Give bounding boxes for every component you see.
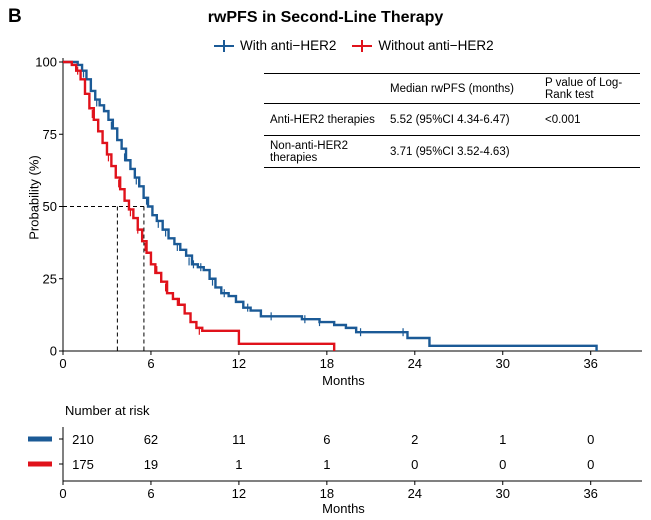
legend-item-without: Without anti−HER2: [352, 38, 494, 53]
y-tick-label: 100: [35, 55, 57, 70]
risk-x-axis-label: Months: [322, 501, 365, 516]
risk-table-title: Number at risk: [65, 403, 150, 418]
risk-count: 1: [323, 457, 330, 472]
legend-key-with: [214, 39, 234, 52]
risk-count: 1: [499, 432, 506, 447]
x-tick-label: 30: [496, 356, 510, 371]
stats-header-p: P value of Log-Rank test: [545, 76, 623, 101]
y-tick-label: 0: [50, 344, 57, 359]
risk-x-tick-label: 36: [583, 486, 597, 501]
stats-median: 3.71 (95%CI 3.52-4.63): [390, 145, 510, 158]
stats-row-anti-her2: Anti-HER2 therapies 5.52 (95%CI 4.34-6.4…: [264, 104, 640, 136]
y-tick-label: 25: [43, 271, 57, 286]
risk-count: 0: [411, 457, 418, 472]
risk-count: 1: [235, 457, 242, 472]
risk-x-tick-label: 0: [59, 486, 66, 501]
risk-x-tick-label: 18: [320, 486, 334, 501]
risk-count: 19: [144, 457, 158, 472]
x-tick-label: 36: [583, 356, 597, 371]
x-tick-label: 12: [232, 356, 246, 371]
risk-x-tick-label: 12: [232, 486, 246, 501]
legend-label-with: With anti−HER2: [240, 38, 337, 53]
stats-header-median: Median rwPFS (months): [390, 82, 514, 95]
risk-x-tick-label: 24: [408, 486, 422, 501]
panel-letter: B: [8, 6, 22, 27]
stats-header-row: Median rwPFS (months) P value of Log-Ran…: [264, 73, 640, 104]
y-tick-label: 50: [43, 199, 57, 214]
x-tick-label: 6: [147, 356, 154, 371]
risk-x-tick-label: 30: [496, 486, 510, 501]
risk-count: 0: [499, 457, 506, 472]
legend-key-without: [352, 39, 373, 52]
risk-count: 11: [232, 432, 246, 447]
stats-label: Non-anti-HER2 therapies: [270, 139, 348, 164]
y-tick-label: 75: [43, 127, 57, 142]
stats-label: Anti-HER2 therapies: [270, 113, 375, 126]
stats-p-value: <0.001: [545, 113, 581, 126]
median-stats-table: Median rwPFS (months) P value of Log-Ran…: [264, 73, 640, 168]
stats-median: 5.52 (95%CI 4.34-6.47): [390, 113, 510, 126]
risk-count: 210: [72, 432, 94, 447]
x-tick-label: 18: [320, 356, 334, 371]
risk-x-tick-label: 6: [147, 486, 154, 501]
chart-title: rwPFS in Second-Line Therapy: [207, 9, 444, 26]
risk-count: 0: [587, 457, 594, 472]
risk-count: 2: [411, 432, 418, 447]
risk-count: 62: [144, 432, 158, 447]
x-tick-label: 0: [59, 356, 66, 371]
risk-count: 175: [72, 457, 94, 472]
km-curve-without: [63, 60, 336, 351]
stats-row-non-anti-her2: Non-anti-HER2 therapies 3.71 (95%CI 3.52…: [264, 136, 640, 168]
x-axis-label: Months: [322, 373, 365, 388]
legend-label-without: Without anti−HER2: [378, 38, 494, 53]
x-tick-label: 24: [408, 356, 422, 371]
risk-count: 0: [587, 432, 594, 447]
legend: With anti−HER2 Without anti−HER2: [214, 38, 510, 53]
risk-count: 6: [323, 432, 330, 447]
legend-item-with: With anti−HER2: [214, 38, 336, 53]
